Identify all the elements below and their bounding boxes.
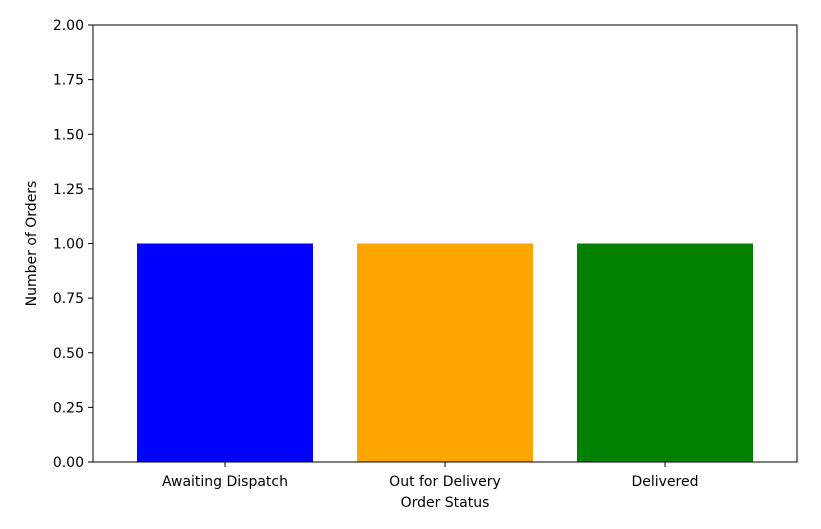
y-tick-label: 1.25 — [53, 182, 84, 198]
x-axis: Awaiting Dispatch Out for Delivery Deliver… — [162, 462, 699, 490]
bar-out-for-delivery — [357, 243, 533, 462]
bars-group — [137, 243, 753, 462]
y-tick-label: 1.50 — [53, 127, 84, 143]
y-tick-label: 0.75 — [53, 291, 84, 307]
y-tick-label: 1.00 — [53, 237, 84, 253]
y-axis-label: Number of Orders — [24, 181, 40, 307]
y-axis: 0.00 0.25 0.50 0.75 1.00 1.25 1.50 1.75 2.00 — [53, 18, 93, 471]
y-tick-label: 0.00 — [53, 455, 84, 471]
y-tick-label: 0.25 — [53, 400, 84, 416]
y-tick-label: 0.50 — [53, 346, 84, 362]
x-tick-label: Awaiting Dispatch — [162, 474, 288, 490]
bar-awaiting-dispatch — [137, 243, 313, 462]
y-tick-label: 1.75 — [53, 73, 84, 89]
x-axis-label: Order Status — [401, 495, 490, 511]
y-tick-label: 2.00 — [53, 18, 84, 34]
x-tick-label: Out for Delivery — [389, 474, 501, 490]
bar-delivered — [577, 243, 753, 462]
x-tick-label: Delivered — [631, 474, 698, 490]
plot-frame — [92, 24, 798, 463]
